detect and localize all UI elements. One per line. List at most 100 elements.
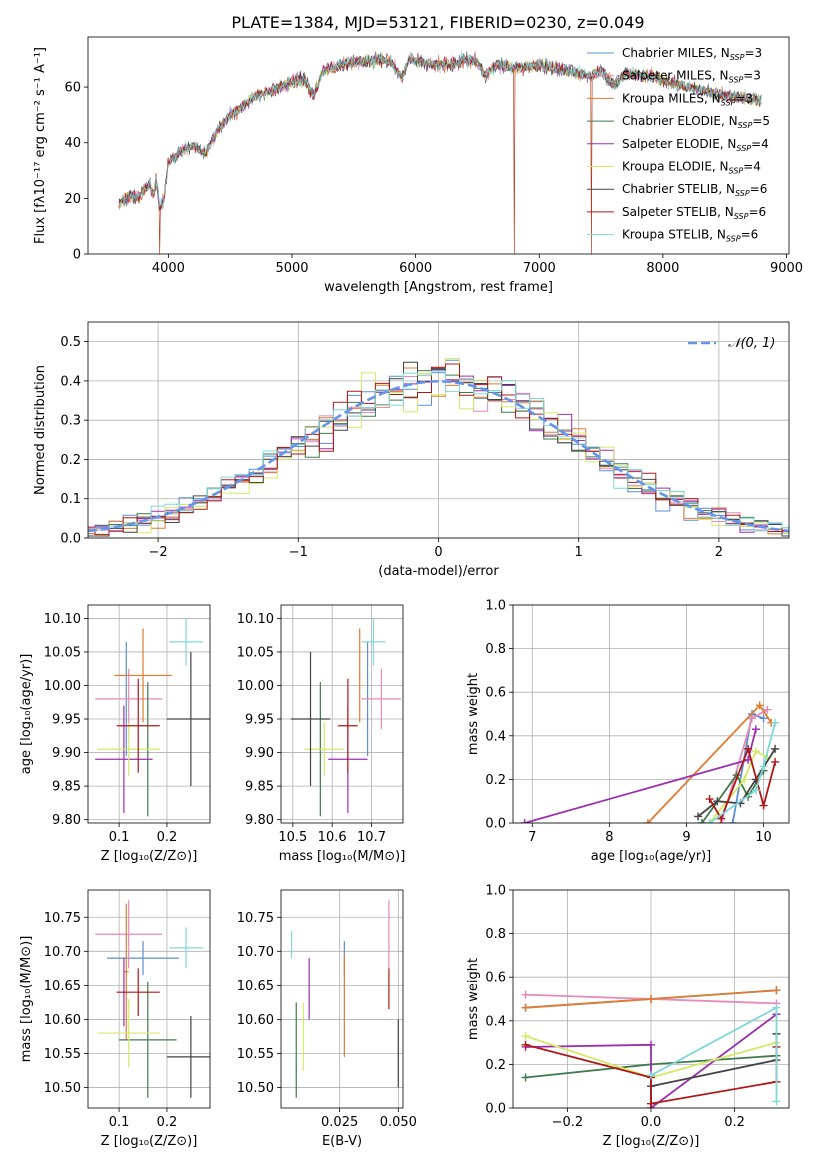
panel-age_vs_Z: 0.1 0.2 9.80 9.85 9.90 9.95 10.00 10.05 10.10 Z [… <box>19 604 211 864</box>
weight-marker <box>759 801 768 810</box>
panels: 4000 5000 6000 7000 8000 90000204060wavelengt… <box>19 36 803 1149</box>
plot-area <box>521 986 781 1108</box>
axes-frame <box>512 889 790 1109</box>
x-tick-label: 0.0 <box>641 1115 662 1130</box>
histogram-step <box>88 358 789 536</box>
weight-line <box>709 722 776 823</box>
weight-marker <box>740 775 749 784</box>
x-tick-label: 0.1 <box>109 1115 130 1130</box>
y-tick-label: 1.0 <box>485 599 506 614</box>
y-tick-label: 60 <box>64 81 81 96</box>
x-tick-label: 4000 <box>152 261 185 276</box>
y-tick-label: 10.10 <box>44 612 81 627</box>
y-axis-label: Normed distribution <box>33 365 48 495</box>
axes-frame <box>87 889 211 1109</box>
y-tick-label: 0.0 <box>485 817 506 832</box>
legend-entry: Kroupa ELODIE, NSSP=4 <box>622 160 761 176</box>
plot-area <box>88 358 789 537</box>
y-tick-label: 10.60 <box>237 1013 274 1028</box>
weight-marker <box>763 705 772 714</box>
x-tick-label: 1 <box>575 545 583 560</box>
weight-line <box>708 749 768 823</box>
x-tick-label: −0.2 <box>552 1115 584 1130</box>
legend-entry: 𝒩(0, 1) <box>728 336 775 351</box>
plot-area <box>520 701 780 823</box>
y-tick-label: 1.0 <box>485 884 506 899</box>
plot-area <box>95 900 210 1098</box>
plot-area <box>95 618 210 817</box>
y-tick-label: 9.95 <box>245 713 274 728</box>
weight-marker <box>643 819 652 823</box>
weight-marker <box>717 814 726 823</box>
y-tick-label: 10.75 <box>44 911 81 926</box>
weight-marker <box>521 1073 530 1082</box>
x-tick-label: 6000 <box>399 261 432 276</box>
y-tick-label: 0.3 <box>60 414 81 429</box>
x-tick-label: 9000 <box>770 261 803 276</box>
x-axis-label: Z [log₁₀(Z/Z⊙)] <box>101 1134 198 1149</box>
x-tick-label: 10.6 <box>318 830 347 845</box>
y-tick-label: 0.8 <box>485 642 506 657</box>
x-tick-label: 0 <box>434 545 442 560</box>
weight-marker <box>694 812 703 821</box>
weight-line <box>701 770 765 823</box>
y-tick-label: 9.85 <box>245 780 274 795</box>
weight-marker <box>705 819 714 823</box>
panel-residuals: −2 −1 0 1 2 0.0 0.1 0.2 0.3 0.4 0.5 (data-model)/er… <box>33 321 790 579</box>
y-tick-label: 10.10 <box>237 612 274 627</box>
legend-entry: Chabrier MILES, NSSP=3 <box>622 46 762 62</box>
x-tick-label: 0.2 <box>157 1115 178 1130</box>
x-axis-label: wavelength [Angstrom, rest frame] <box>324 280 553 295</box>
legend-entry: Chabrier STELIB, NSSP=6 <box>622 182 767 198</box>
x-tick-label: 10.7 <box>357 830 386 845</box>
y-tick-label: 10.55 <box>44 1047 81 1062</box>
x-tick-label: 10.5 <box>278 830 307 845</box>
weight-marker <box>751 747 760 756</box>
y-tick-label: 0.2 <box>485 773 506 788</box>
y-tick-label: 0.5 <box>60 335 81 350</box>
y-axis-label: mass [log₁₀(M/M⊙)] <box>19 936 34 1063</box>
y-tick-label: 0.4 <box>485 729 506 744</box>
weight-line <box>650 1006 778 1102</box>
weight-marker <box>521 1032 530 1041</box>
weight-marker <box>771 757 780 766</box>
x-tick-label: 0.025 <box>321 1115 358 1130</box>
legend-entry: Salpeter MILES, NSSP=3 <box>622 69 761 85</box>
axes-frame <box>87 36 790 255</box>
weight-marker <box>751 725 760 734</box>
y-tick-label: 0 <box>73 248 81 263</box>
y-tick-label: 10.65 <box>44 979 81 994</box>
x-tick-label: 5000 <box>275 261 308 276</box>
legend-entry: Kroupa MILES, NSSP=3 <box>622 91 753 107</box>
y-tick-label: 9.90 <box>52 746 81 761</box>
axes-frame <box>280 604 404 824</box>
axes-frame <box>280 889 404 1109</box>
weight-marker <box>647 995 655 1003</box>
x-axis-label: (data-model)/error <box>378 564 499 579</box>
y-tick-label: 0.6 <box>485 686 506 701</box>
histogram-step <box>88 367 789 531</box>
x-tick-label: 8 <box>605 830 613 845</box>
y-tick-label: 0.4 <box>60 374 81 389</box>
legend: 𝒩(0, 1) <box>688 336 775 351</box>
y-axis-label: age [log₁₀(age/yr)] <box>19 654 34 775</box>
legend-entry: Kroupa STELIB, NSSP=6 <box>622 228 758 244</box>
y-axis-label: mass weight <box>466 958 481 1040</box>
weight-marker <box>747 714 756 723</box>
y-tick-label: 10.60 <box>44 1013 81 1028</box>
y-tick-label: 10.50 <box>237 1081 274 1096</box>
weight-marker <box>521 990 530 999</box>
plot-area <box>290 618 402 817</box>
weight-marker <box>771 718 780 727</box>
panel-weight_vs_age: 7 8 9 10 0.0 0.2 0.4 0.6 0.8 1.0 age [log₁₀(age/yr… <box>466 599 790 864</box>
panel-mass_vs_Z: 0.1 0.2 10.50 10.55 10.60 10.65 10.70 10.75 Z [l… <box>19 889 211 1149</box>
y-tick-label: 0.1 <box>60 492 81 507</box>
weight-marker <box>771 744 780 753</box>
x-tick-label: 8000 <box>646 261 679 276</box>
weight-marker <box>647 1071 655 1080</box>
y-tick-label: 10.00 <box>237 679 274 694</box>
x-tick-label: −2 <box>149 545 168 560</box>
axes-frame <box>87 321 790 539</box>
y-tick-label: 40 <box>64 136 81 151</box>
